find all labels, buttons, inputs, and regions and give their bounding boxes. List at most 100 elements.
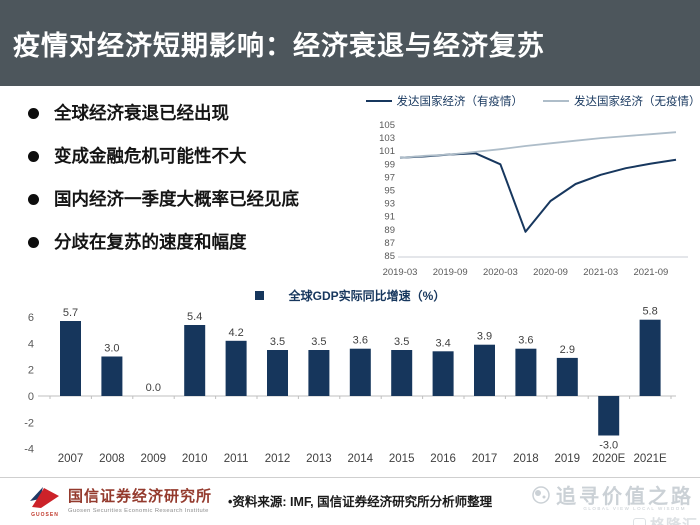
- footer: GUOSEN 国信证券经济研究所 Guosen Securities Econo…: [0, 478, 700, 525]
- line-chart: 发达国家经济（有疫情） 发达国家经济（无疫情） 105 103 101 99 97 95 93…: [365, 94, 700, 282]
- watermark-row: 追寻价值之路: [531, 480, 694, 509]
- line-y-tick-label: 87: [384, 238, 395, 249]
- bar: [60, 321, 81, 396]
- bar: [639, 319, 661, 396]
- bar-category-label: 2009: [141, 453, 167, 465]
- line-legend-item: 发达国家经济（无疫情）: [543, 93, 700, 109]
- line-y-tick-label: 89: [384, 225, 395, 236]
- bar-value-label: 4.2: [228, 327, 243, 339]
- bar: [391, 350, 413, 396]
- line-y-tick-label: 85: [384, 251, 395, 262]
- bar-legend-label: 全球GDP实际同比增速（%）: [288, 288, 446, 303]
- bullet-dot-icon: [28, 237, 39, 248]
- line-y-tick-label: 99: [384, 159, 395, 170]
- bar: [432, 351, 454, 396]
- line-x-tick-label: 2019-09: [433, 267, 468, 278]
- bar-category-label: 2008: [99, 453, 125, 465]
- bullet-item: 变成金融危机可能性不大: [24, 141, 369, 171]
- bar: [101, 356, 123, 396]
- watermark-gelonghui: 格隆汇: [531, 514, 698, 525]
- bullet-text: 分歧在复苏的速度和幅度: [54, 232, 247, 252]
- bar-category-label: 2020E: [592, 453, 626, 465]
- bar: [225, 340, 247, 396]
- bar-category-label: 2011: [224, 453, 249, 465]
- bar-value-label: 2.9: [560, 344, 575, 356]
- line-y-tick-label: 93: [384, 199, 395, 210]
- bar: [184, 325, 206, 396]
- bar: [267, 350, 288, 396]
- bar-category-label: 2019: [555, 453, 581, 465]
- bullet-text: 变成金融危机可能性不大: [54, 146, 247, 166]
- bar-value-label: 3.6: [518, 335, 533, 347]
- bar-value-label: 3.5: [311, 336, 326, 348]
- bar-chart: 全球GDP实际同比增速（%） 6 4 2 0 -2 -4 5.7 2007 3.0 2008 0.0…: [8, 288, 692, 470]
- line-y-tick-label: 95: [384, 186, 395, 197]
- bar-category-label: 2021E: [633, 453, 667, 465]
- footer-divider: [0, 477, 700, 478]
- line-legend-label: 发达国家经济（有疫情）: [396, 96, 524, 108]
- bullet-list: 全球经济衰退已经出现 变成金融危机可能性不大国内经济一季度大概率已经见底 分歧在复苏…: [24, 98, 369, 270]
- bullet-item: 国内经济一季度大概率已经见底: [24, 184, 369, 214]
- bar: [308, 350, 330, 396]
- line-series-0: [399, 152, 677, 233]
- line-y-tick-label: 105: [379, 120, 395, 131]
- value-path-logo-icon: [532, 485, 550, 504]
- bar-legend-swatch-icon: [254, 290, 264, 300]
- line-legend-swatch-icon: [543, 100, 569, 102]
- line-legend-item: 发达国家经济（有疫情）: [365, 93, 524, 109]
- line-x-tick-label: 2019-03: [383, 267, 418, 278]
- bar-chart-plot: 6 4 2 0 -2 -4 5.7 2007 3.0 2008 0.0 2009 5.4 2010 4.2 2…: [24, 306, 676, 465]
- bar-category-label: 2017: [472, 453, 498, 465]
- bar-category-label: 2018: [513, 453, 539, 465]
- bar: [556, 357, 578, 396]
- bar-value-label: 3.9: [477, 331, 492, 343]
- line-y-tick-label: 91: [384, 212, 395, 223]
- brand-logo-caption: GUOSEN: [31, 512, 59, 518]
- bar-value-label: 3.5: [394, 336, 409, 348]
- bullet-item: 分歧在复苏的速度和幅度: [24, 227, 369, 257]
- bar-y-tick-label: 4: [28, 338, 34, 350]
- line-x-tick-label: 2021-03: [583, 267, 618, 278]
- line-x-tick-label: 2020-03: [483, 267, 518, 278]
- line-x-tick-label: 2021-09: [633, 267, 668, 278]
- bar-category-label: 2016: [430, 453, 456, 465]
- bullet-dot-icon: [28, 151, 39, 162]
- line-x-tick-label: 2020-09: [533, 267, 568, 278]
- bar-y-tick-label: -4: [24, 444, 34, 456]
- brand-subtitle: Guosen Securities Economic Research Inst…: [68, 508, 209, 514]
- bullet-text: 全球经济衰退已经出现: [54, 103, 229, 123]
- bullet-dot-icon: [28, 194, 39, 205]
- bar-y-tick-label: 2: [28, 365, 34, 377]
- line-series-1: [399, 131, 677, 159]
- bar: [515, 348, 537, 396]
- title-bar: 疫情对经济短期影响：经济衰退与经济复苏: [0, 0, 700, 86]
- bar-category-label: 2007: [58, 453, 84, 465]
- brand-text: 国信证券经济研究所 Guosen Securities Economic Res…: [68, 485, 212, 514]
- bullet-text: 国内经济一季度大概率已经见底: [54, 189, 299, 209]
- bullet-item: 全球经济衰退已经出现: [24, 98, 369, 128]
- bar-value-label: 3.6: [353, 335, 368, 347]
- line-chart-plot: 105 103 101 99 97 95 93 91 89 87 85 2019-03 2019-09 2…: [379, 120, 688, 278]
- bar: [598, 396, 620, 436]
- bar-y-tick-label: -2: [24, 417, 34, 429]
- bar-value-label: 5.7: [63, 307, 78, 319]
- bar-value-label: 3.4: [435, 337, 450, 349]
- bar-value-label: 0.0: [146, 382, 161, 394]
- guosen-logo-icon: GUOSEN: [26, 485, 64, 518]
- bar-category-label: 2014: [348, 453, 374, 465]
- bar-category-label: 2012: [265, 453, 291, 465]
- bar-value-label: 5.8: [642, 306, 657, 318]
- bar-category-label: 2010: [182, 453, 208, 465]
- line-y-tick-label: 97: [384, 172, 395, 183]
- bar-value-label: 5.4: [187, 311, 202, 323]
- bar-y-tick-label: 6: [28, 312, 34, 324]
- bar-category-label: 2013: [306, 453, 332, 465]
- bar-category-label: 2015: [389, 453, 415, 465]
- source-note: •资料来源: IMF, 国信证券经济研究所分析师整理: [228, 495, 493, 509]
- bar-value-label: -3.0: [599, 439, 618, 451]
- bar-y-tick-label: 0: [28, 391, 34, 403]
- slide-title: 疫情对经济短期影响：经济衰退与经济复苏: [13, 30, 545, 61]
- line-y-tick-label: 103: [379, 133, 395, 144]
- watermark-slogan: GLOBAL VIEW LOCAL WISDOM: [583, 506, 686, 511]
